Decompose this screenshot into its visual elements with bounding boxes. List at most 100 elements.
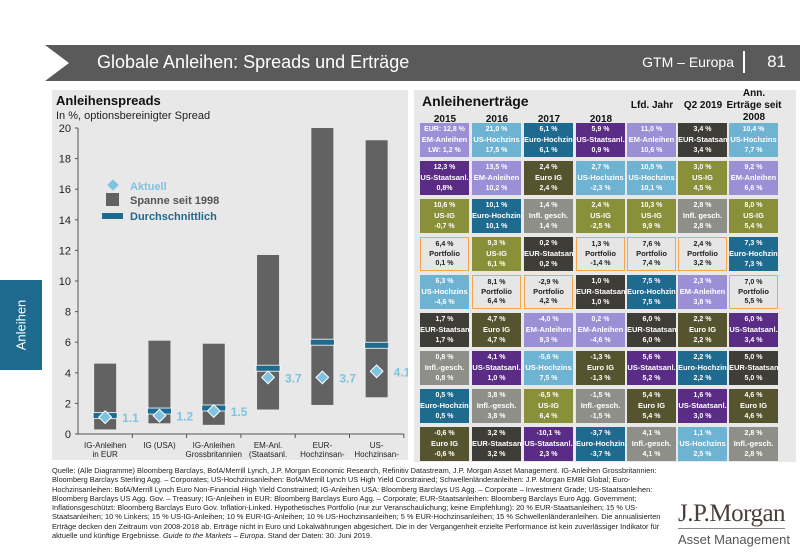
- range-bar: [257, 254, 280, 410]
- footnote-guide: Guide to the Markets – Europa.: [162, 531, 266, 541]
- y-tick-label: 16: [59, 184, 71, 196]
- legend-range-label: Spanne seit 1998: [130, 195, 219, 207]
- cell-volatility: -4,6 %: [590, 336, 611, 344]
- cell-return: 6,4 %: [435, 240, 454, 248]
- cell-return: 5,0 %: [744, 354, 763, 362]
- cell-asset-class: EUR-Staatsanl.: [420, 325, 469, 335]
- cell-volatility: 4,5 %: [693, 184, 712, 192]
- cell-asset-class: Euro IG: [688, 325, 717, 335]
- cell-return: 1,1 %: [693, 430, 712, 438]
- return-cell: 10,1 % Euro-Hochzins 10,1 %: [472, 199, 521, 233]
- cell-asset-class: US-IG: [641, 211, 662, 221]
- cell-volatility: 7,5 %: [539, 374, 558, 382]
- cell-asset-class: Euro-Hochzins: [678, 363, 727, 373]
- return-cell: 2,4 % Portfolio 3,2 %: [678, 237, 727, 271]
- cell-return: 10,1 %: [485, 202, 508, 210]
- y-tick-label: 10: [59, 276, 71, 288]
- cell-volatility: 9,3 %: [539, 336, 558, 344]
- cell-asset-class: US-IG: [434, 211, 455, 221]
- return-cell: 1,0 % EUR-Staatsanl. 1,0 %: [576, 275, 625, 309]
- cell-asset-class: Infl. gesch.: [682, 211, 723, 221]
- return-cell: -10,1 % US-Staatsanl. 2,3 %: [524, 427, 573, 461]
- cell-return: 1,4 %: [539, 202, 558, 210]
- category-label: Hochzinsan-: [300, 450, 345, 459]
- cell-return: 0,5 %: [435, 392, 454, 400]
- cell-volatility: 1,7 %: [435, 336, 454, 344]
- return-cell: 8,0 % US-IG 5,4 %: [729, 199, 778, 233]
- cell-return: 3,2 %: [487, 430, 506, 438]
- cell-asset-class: US-Staatsanl.: [678, 401, 727, 411]
- cell-return: 6,0 %: [744, 316, 763, 324]
- return-cell: 6,1 % Euro-Hochzins 6,1 %: [524, 123, 573, 157]
- cell-volatility: 7,3 %: [744, 260, 763, 268]
- category-label: Grossbritannien: [186, 450, 242, 459]
- cell-asset-class: Infl.-gesch.: [424, 363, 465, 373]
- return-cell: 4,6 % Euro IG 4,6 %: [729, 389, 778, 423]
- cell-return: 3,0 %: [693, 164, 712, 172]
- category-label: IG (USA): [143, 441, 176, 450]
- cell-asset-class: EM-Anleihen: [421, 135, 468, 145]
- cell-asset-class: Euro IG: [482, 325, 511, 335]
- cell-volatility: 9,9 %: [642, 222, 661, 230]
- current-value-label: 4.1: [394, 365, 408, 379]
- cell-volatility: 0,8 %: [435, 374, 454, 382]
- cell-volatility: 5,4 %: [744, 222, 763, 230]
- current-marker: [369, 364, 384, 379]
- cell-return: 1,7 %: [435, 316, 454, 324]
- category-label: EUR-: [313, 441, 333, 450]
- return-cell: 7,5 % Euro-Hochzins 7,5 %: [627, 275, 676, 309]
- cell-return: 2,7 %: [591, 164, 610, 172]
- category-label: EM-Anl.: [254, 441, 282, 450]
- cell-volatility: 3,8 %: [693, 298, 712, 306]
- return-cell: 1,1 % US-Hochzins 2,5 %: [678, 427, 727, 461]
- cell-asset-class: EUR-Staatsanl.: [678, 135, 727, 145]
- return-cell: 5,9 % US-Staatsanl. 0,9 %: [576, 123, 625, 157]
- section-tab[interactable]: Anleihen: [0, 280, 42, 370]
- page-number: 81: [767, 52, 786, 71]
- cell-volatility: 0,1 %: [435, 260, 454, 268]
- return-cell: 5,4 % Euro IG 5,4 %: [627, 389, 676, 423]
- column-header: Lfd. Jahr: [630, 100, 674, 111]
- cell-asset-class: EUR-Staatsanl.: [729, 363, 778, 373]
- cell-volatility: -4,6 %: [434, 298, 455, 306]
- cell-return: 21,0 %: [485, 126, 508, 134]
- category-label: leihen: [366, 459, 387, 460]
- cell-return: 6,3 %: [435, 278, 454, 286]
- cell-asset-class: US-Hochzins: [730, 135, 777, 145]
- section-tab-label: Anleihen: [13, 299, 29, 351]
- cell-volatility: 17,5 %: [485, 146, 508, 154]
- return-cell: 4,7 % Euro IG 4,7 %: [472, 313, 521, 347]
- return-cell: 2,3 % EM-Anleihen 3,8 %: [678, 275, 727, 309]
- cell-volatility: 2,2 %: [693, 374, 712, 382]
- cell-volatility: 6,1 %: [487, 260, 506, 268]
- cell-return: 7,0 %: [744, 278, 763, 286]
- cell-asset-class: US-Staatsanl.: [729, 325, 778, 335]
- cell-asset-class: EUR-Staatsanl.: [472, 439, 521, 449]
- return-cell: 7,3 % Euro-Hochzins 7,3 %: [729, 237, 778, 271]
- cell-volatility: 10,1 %: [485, 222, 508, 230]
- legend-current-icon: [107, 179, 119, 191]
- y-tick-label: 18: [59, 154, 71, 166]
- cell-asset-class: Euro IG: [739, 401, 768, 411]
- return-cell: 10,5 % US-Hochzins 10,1 %: [627, 161, 676, 195]
- return-cell: -4,0 % EM-Anleihen 9,3 %: [524, 313, 573, 347]
- cell-volatility: 2,3 %: [539, 450, 558, 458]
- cell-return: -1,3 %: [590, 354, 611, 362]
- cell-return: 1,6 %: [693, 392, 712, 400]
- return-cell: 13,5 % EM-Anleihen 10,2 %: [472, 161, 521, 195]
- cell-volatility: 3,4 %: [693, 146, 712, 154]
- cell-volatility: -0,6 %: [434, 450, 455, 458]
- cell-volatility: 10,6 %: [640, 146, 663, 154]
- y-tick-label: 14: [59, 215, 71, 227]
- spreads-panel: Anleihenspreads In %, optionsbereinigter…: [52, 90, 408, 460]
- cell-return: 0,2 %: [591, 316, 610, 324]
- current-value-label: 1.2: [176, 410, 193, 424]
- cell-return: 1,0 %: [591, 278, 610, 286]
- cell-volatility: 7,5 %: [642, 298, 661, 306]
- cell-asset-class: Portfolio: [585, 249, 616, 259]
- cell-asset-class: US-Staatsanl.: [627, 363, 676, 373]
- cell-return: 0,8 %: [435, 354, 454, 362]
- cell-asset-class: US-Staatsanl.: [576, 135, 625, 145]
- return-cell: 4,1 % Infl.-gesch. 4,1 %: [627, 427, 676, 461]
